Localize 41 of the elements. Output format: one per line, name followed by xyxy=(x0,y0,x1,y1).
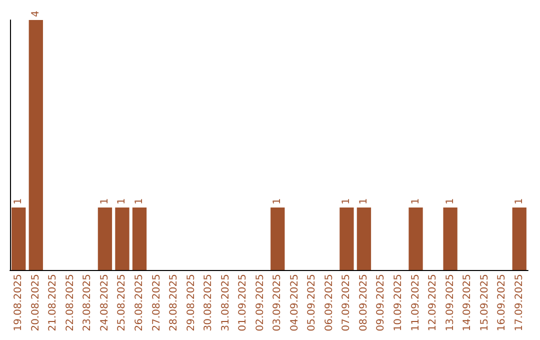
data-label: 1 xyxy=(444,198,456,204)
x-tick-label: 14.09.2025 xyxy=(462,274,474,332)
x-tick-label: 23.08.2025 xyxy=(82,274,94,332)
x-tick-label: 05.09.2025 xyxy=(306,274,318,332)
x-tick-label: 01.09.2025 xyxy=(238,274,249,332)
x-tick-label: 09.09.2025 xyxy=(376,274,387,332)
x-tick-label: 04.09.2025 xyxy=(289,274,300,332)
x-tick-label: 02.09.2025 xyxy=(254,274,266,332)
x-tick-label: 26.08.2025 xyxy=(134,274,145,332)
x-tick-label: 20.08.2025 xyxy=(30,274,42,332)
x-tick-label: 30.08.2025 xyxy=(203,274,214,332)
x-tick-label: 28.08.2025 xyxy=(168,274,180,332)
data-label: 1 xyxy=(13,198,24,204)
data-label: 1 xyxy=(358,198,370,204)
x-tick-label: 21.08.2025 xyxy=(48,274,59,332)
x-tick-label: 12.09.2025 xyxy=(428,274,439,332)
x-tick-label: 16.09.2025 xyxy=(496,274,508,332)
x-tick-label: 22.08.2025 xyxy=(64,274,76,332)
data-label: 1 xyxy=(514,198,525,204)
x-tick-label: 08.09.2025 xyxy=(358,274,370,332)
x-tick-label: 03.09.2025 xyxy=(272,274,284,332)
x-tick-label: 19.08.2025 xyxy=(13,274,24,332)
data-label: 1 xyxy=(410,198,422,204)
x-tick-label: 27.08.2025 xyxy=(151,274,162,332)
x-tick-label: 07.09.2025 xyxy=(341,274,352,332)
data-label: 1 xyxy=(134,198,145,204)
data-label: 1 xyxy=(99,198,110,204)
x-tick-label: 24.08.2025 xyxy=(99,274,110,332)
data-label: 1 xyxy=(116,198,128,204)
x-tick-label: 11.09.2025 xyxy=(410,274,422,332)
x-tick-label: 06.09.2025 xyxy=(324,274,335,332)
x-tick-label: 10.09.2025 xyxy=(393,274,404,332)
data-label: 1 xyxy=(341,198,352,204)
data-label: 1 xyxy=(272,198,284,204)
x-tick-label: 17.09.2025 xyxy=(514,274,525,332)
x-tick-label: 15.09.2025 xyxy=(479,274,490,332)
x-tick-label: 13.09.2025 xyxy=(444,274,456,332)
data-label: 4 xyxy=(30,10,42,17)
x-tick-label: 29.08.2025 xyxy=(186,274,197,332)
x-tick-label: 25.08.2025 xyxy=(116,274,128,332)
x-tick-label: 31.08.2025 xyxy=(220,274,232,332)
